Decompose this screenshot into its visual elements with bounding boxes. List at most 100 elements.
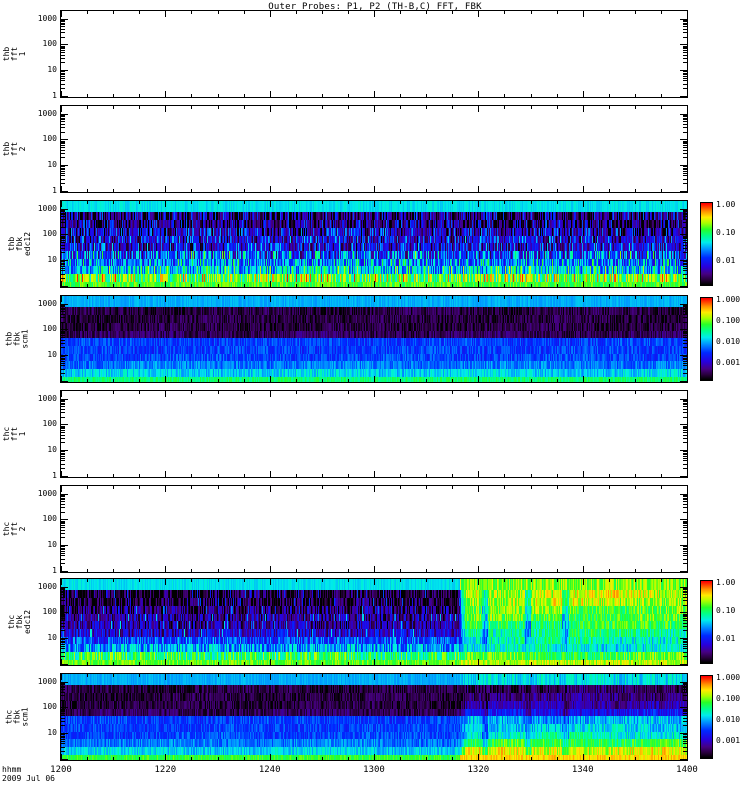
colorbar-tick-label: 0.010 xyxy=(716,714,741,724)
y-tick-major xyxy=(61,682,68,683)
y-tick-minor xyxy=(683,274,687,275)
y-tick-major xyxy=(61,19,68,20)
x-tick-minor xyxy=(113,296,114,299)
y-tick-minor xyxy=(61,521,65,522)
x-tick-minor xyxy=(557,674,558,677)
y-tick-minor xyxy=(61,121,65,122)
y-tick-minor xyxy=(61,630,65,631)
x-tick-major xyxy=(374,186,375,192)
y-tick-minor xyxy=(683,689,687,690)
x-tick-major xyxy=(583,579,584,585)
plot-area-thb-fbk-scm1 xyxy=(61,296,687,382)
y-tick-minor xyxy=(683,322,687,323)
y-tick-minor xyxy=(61,549,65,550)
y-tick-minor xyxy=(683,78,687,79)
panel-label-line: scm1 xyxy=(20,707,30,727)
x-tick-minor xyxy=(557,474,558,477)
panel-ylabel-thb-fbk-edc12: thb fbk edc12 xyxy=(7,232,32,256)
panel-ylabel-thc-fft-1: thc fft 1 xyxy=(2,422,27,446)
x-tick-minor xyxy=(557,569,558,572)
panel-label-thc-fbk-scm1: thc fbk scm1 xyxy=(5,707,30,727)
y-tick-major xyxy=(680,139,687,140)
x-tick-minor xyxy=(113,201,114,204)
x-tick-minor xyxy=(139,391,140,394)
y-tick-minor xyxy=(683,438,687,439)
y-tick-minor xyxy=(683,504,687,505)
y-tick-label: 1 xyxy=(52,90,57,100)
x-tick-minor xyxy=(635,486,636,489)
y-tick-minor xyxy=(61,597,65,598)
y-tick-minor xyxy=(61,245,65,246)
y-tick-minor xyxy=(61,456,65,457)
y-tick-major xyxy=(680,424,687,425)
x-tick-minor xyxy=(113,486,114,489)
panel-label-thb-fbk-scm1: thb fbk scm1 xyxy=(5,329,30,348)
x-tick-minor xyxy=(139,379,140,382)
y-tick-minor xyxy=(61,73,65,74)
y-tick-minor xyxy=(61,400,65,401)
y-tick-minor xyxy=(683,523,687,524)
x-tick-minor xyxy=(87,757,88,760)
x-tick-minor xyxy=(557,94,558,97)
y-tick-minor xyxy=(61,412,65,413)
y-tick-minor xyxy=(683,278,687,279)
x-tick-minor xyxy=(635,11,636,14)
x-tick-major xyxy=(165,281,166,287)
x-tick-major xyxy=(165,579,166,585)
panel-label-thc-fbk-edc12: thc fbk edc12 xyxy=(7,610,32,634)
x-tick-minor xyxy=(348,757,349,760)
y-tick-minor xyxy=(683,214,687,215)
x-tick-minor xyxy=(661,189,662,192)
y-tick-minor xyxy=(683,453,687,454)
x-tick-major xyxy=(478,471,479,477)
x-tick-major xyxy=(270,754,271,760)
x-tick-major xyxy=(374,659,375,665)
x-tick-minor xyxy=(557,579,558,582)
x-tick-minor xyxy=(87,11,88,14)
y-tick-label: 1000 xyxy=(37,581,57,591)
x-tick-minor xyxy=(87,569,88,572)
x-tick-minor xyxy=(452,189,453,192)
y-tick-minor xyxy=(683,496,687,497)
x-tick-minor xyxy=(609,662,610,665)
panel-label-thb-fft-1: thb fft 1 xyxy=(2,47,27,61)
y-tick-minor xyxy=(683,404,687,405)
y-tick-minor xyxy=(61,458,65,459)
x-tick-minor xyxy=(426,579,427,582)
x-tick-major xyxy=(270,186,271,192)
x-tick-minor xyxy=(218,486,219,489)
x-tick-minor xyxy=(218,569,219,572)
y-tick-minor xyxy=(683,153,687,154)
x-tick-minor xyxy=(504,296,505,299)
x-tick-minor xyxy=(244,11,245,14)
x-tick-minor xyxy=(504,579,505,582)
x-tick-minor xyxy=(531,379,532,382)
y-tick-major xyxy=(680,612,687,613)
colorbar-tick-label: 0.010 xyxy=(716,336,741,346)
y-tick-minor xyxy=(61,736,65,737)
x-tick-minor xyxy=(426,11,427,14)
x-tick-major xyxy=(165,486,166,492)
y-tick-minor xyxy=(683,337,687,338)
y-tick-minor xyxy=(683,710,687,711)
x-tick-minor xyxy=(139,11,140,14)
x-tick-major xyxy=(374,486,375,492)
y-tick-major xyxy=(680,304,687,305)
x-tick-minor xyxy=(504,379,505,382)
colorbar-gradient xyxy=(701,581,712,663)
y-tick-minor xyxy=(61,141,65,142)
y-tick-minor xyxy=(61,589,65,590)
y-tick-minor xyxy=(683,37,687,38)
x-tick-minor xyxy=(218,189,219,192)
x-tick-minor xyxy=(87,474,88,477)
y-tick-minor xyxy=(61,718,65,719)
y-tick-major xyxy=(61,638,68,639)
y-tick-minor xyxy=(61,48,65,49)
x-tick-minor xyxy=(218,674,219,677)
y-tick-major xyxy=(61,707,68,708)
x-tick-minor xyxy=(244,391,245,394)
y-tick-minor xyxy=(683,620,687,621)
x-tick-minor xyxy=(635,569,636,572)
panel-ylabel-thc-fbk-edc12: thc fbk edc12 xyxy=(7,610,32,634)
x-tick-minor xyxy=(609,674,610,677)
